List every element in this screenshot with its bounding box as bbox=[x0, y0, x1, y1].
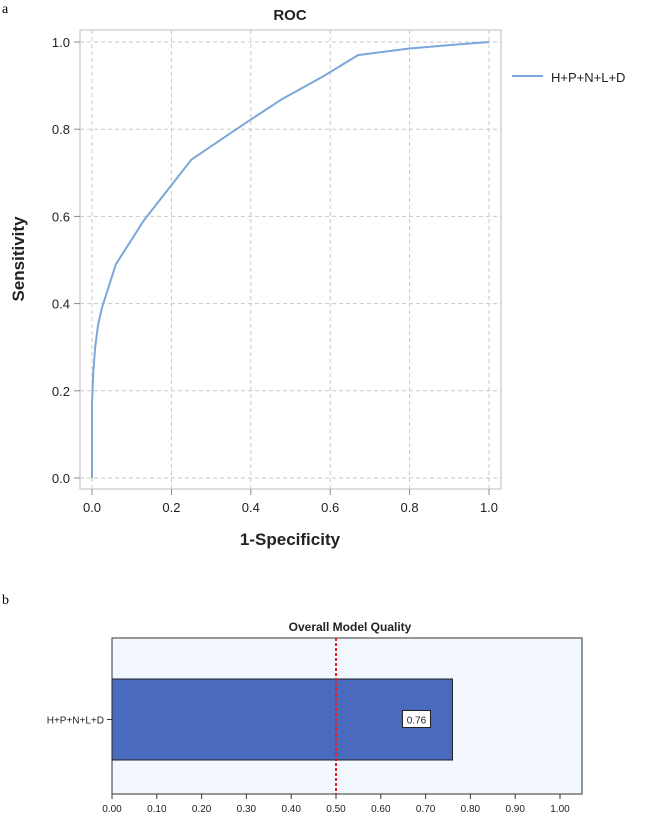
roc-y-axis-label: Sensitivity bbox=[9, 216, 28, 302]
quality-category-label: H+P+N+L+D bbox=[47, 716, 104, 727]
roc-plot-frame bbox=[79, 29, 502, 490]
quality-value-label: 0.76 bbox=[407, 716, 427, 727]
roc-x-tick-label: 0.0 bbox=[83, 500, 101, 515]
roc-y-tick-label: 0.2 bbox=[52, 384, 70, 399]
quality-x-tick-label: 0.60 bbox=[371, 804, 391, 815]
quality-x-tick-label: 0.90 bbox=[505, 804, 525, 815]
roc-x-tick-label: 0.6 bbox=[321, 500, 339, 515]
quality-x-tick-label: 0.00 bbox=[102, 804, 122, 815]
quality-x-tick-label: 0.30 bbox=[237, 804, 257, 815]
roc-x-tick-label: 0.2 bbox=[162, 500, 180, 515]
quality-x-tick-label: 0.20 bbox=[192, 804, 212, 815]
quality-value-label-box bbox=[401, 710, 431, 728]
panel-label-b: b bbox=[2, 593, 9, 608]
roc-title: ROC bbox=[273, 7, 307, 24]
roc-y-tick-label: 1.0 bbox=[52, 35, 70, 50]
roc-x-tick-label: 1.0 bbox=[480, 500, 498, 515]
quality-title: Overall Model Quality bbox=[289, 620, 412, 634]
quality-bar bbox=[111, 678, 453, 761]
roc-x-tick-label: 0.4 bbox=[242, 500, 260, 515]
quality-x-tick-label: 0.40 bbox=[281, 804, 301, 815]
roc-y-tick-label: 0.6 bbox=[52, 209, 70, 224]
quality-x-tick-label: 0.80 bbox=[461, 804, 481, 815]
quality-x-tick-label: 0.70 bbox=[416, 804, 436, 815]
quality-x-tick-label: 0.10 bbox=[147, 804, 167, 815]
roc-x-axis-label: 1-Specificity bbox=[240, 530, 341, 549]
roc-curve-line bbox=[91, 41, 490, 478]
roc-legend-label: H+P+N+L+D bbox=[551, 70, 625, 85]
roc-y-tick-label: 0.0 bbox=[52, 471, 70, 486]
roc-y-tick-label: 0.8 bbox=[52, 122, 70, 137]
quality-x-tick-label: 0.50 bbox=[326, 804, 346, 815]
panel-label-a: a bbox=[2, 2, 9, 17]
roc-x-tick-label: 0.8 bbox=[401, 500, 419, 515]
quality-x-tick-label: 1.00 bbox=[550, 804, 570, 815]
roc-chart: 0.0 0.2 0.4 0.6 0.8 1.0 0.0 0.2 0.4 0.6 0.8 1.0 ROC 1… bbox=[9, 7, 625, 549]
roc-y-tick-label: 0.4 bbox=[52, 297, 70, 312]
